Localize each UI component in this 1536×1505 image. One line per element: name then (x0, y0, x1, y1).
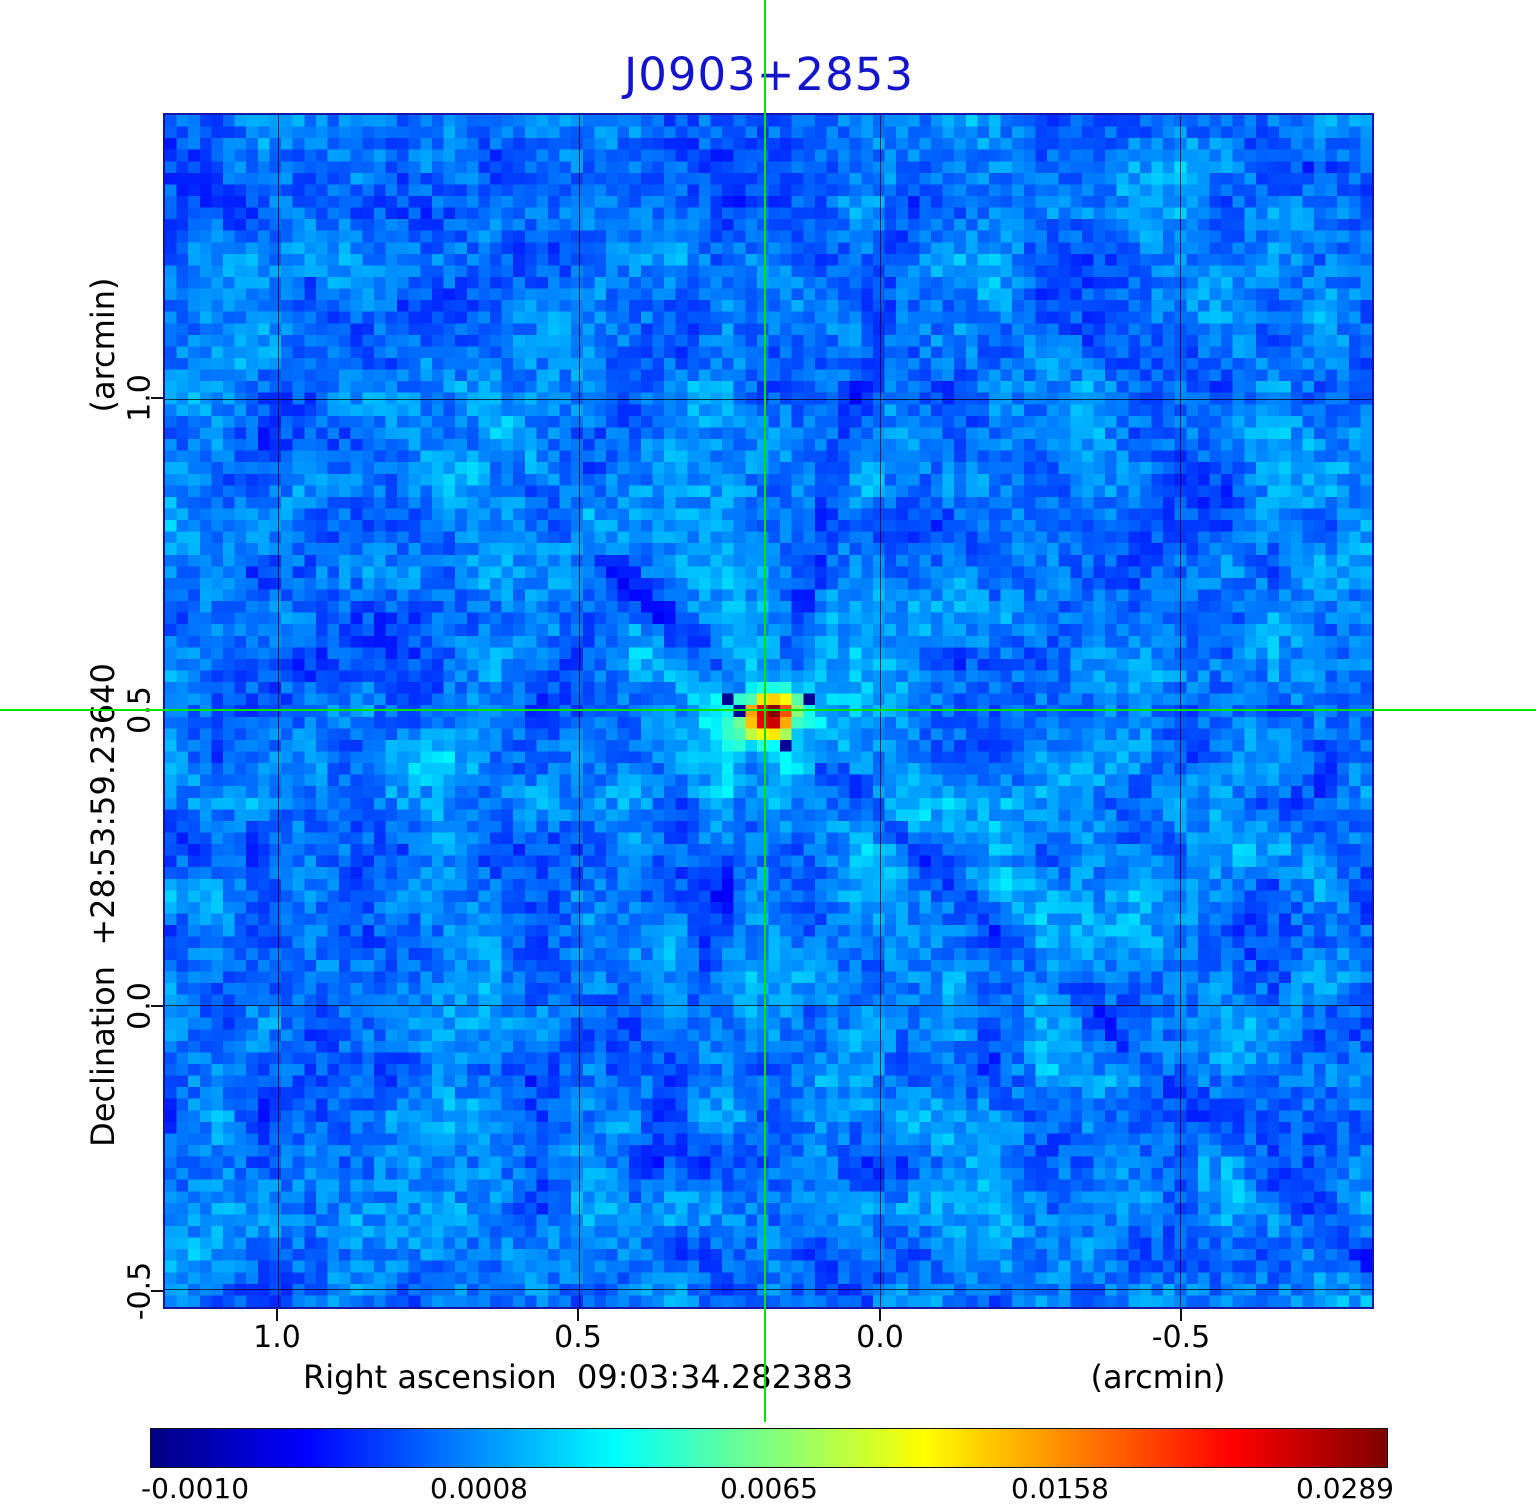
x-tick-label: 0.0 (856, 1320, 904, 1355)
y-tick-label: -0.5 (122, 1261, 158, 1321)
x-tick-label: 1.0 (253, 1320, 301, 1355)
x-axis-label: Right ascension 09:03:34.282383 (302, 1358, 854, 1396)
grid-line-horizontal (165, 1289, 1372, 1291)
plot-title: J0903+2853 (623, 48, 915, 101)
y-tick-label: 0.0 (122, 982, 158, 1030)
colorbar-tick-label: 0.0065 (720, 1472, 818, 1505)
y-axis-tick (151, 1290, 163, 1292)
y-tick-label: 1.0 (122, 374, 158, 422)
y-axis-tick (151, 1005, 163, 1007)
colorbar (150, 1428, 1388, 1468)
crosshair-vertical-line (764, 0, 766, 1422)
colorbar-tick-label: 0.0008 (430, 1472, 528, 1505)
colorbar-tick-label: 0.0289 (1296, 1472, 1394, 1505)
grid-line-vertical (579, 115, 580, 1307)
x-tick-label: 0.5 (554, 1320, 602, 1355)
x-axis-tick (577, 1309, 579, 1321)
colorbar-gradient-canvas (151, 1429, 1387, 1467)
grid-line-vertical (278, 115, 280, 1307)
grid-line-horizontal (165, 1005, 1372, 1007)
x-tick-label: -0.5 (1151, 1320, 1211, 1355)
x-axis-tick (879, 1309, 881, 1321)
y-axis-label: Declination +28:53:59.23640 (84, 663, 122, 1147)
crosshair-horizontal-line (0, 709, 1536, 711)
sky-image-panel (163, 113, 1374, 1309)
x-axis-tick (1180, 1309, 1182, 1321)
grid-line-vertical (1180, 115, 1182, 1307)
y-axis-tick (151, 397, 163, 399)
x-axis-tick (276, 1309, 278, 1321)
x-unit-label: (arcmin) (1090, 1358, 1226, 1396)
y-unit-label: (arcmin) (84, 277, 122, 413)
sky-image-canvas (165, 115, 1372, 1307)
colorbar-tick-label: -0.0010 (140, 1472, 250, 1505)
colorbar-tick-label: 0.0158 (1011, 1472, 1109, 1505)
grid-line-vertical (879, 115, 881, 1307)
grid-line-horizontal (165, 398, 1372, 400)
